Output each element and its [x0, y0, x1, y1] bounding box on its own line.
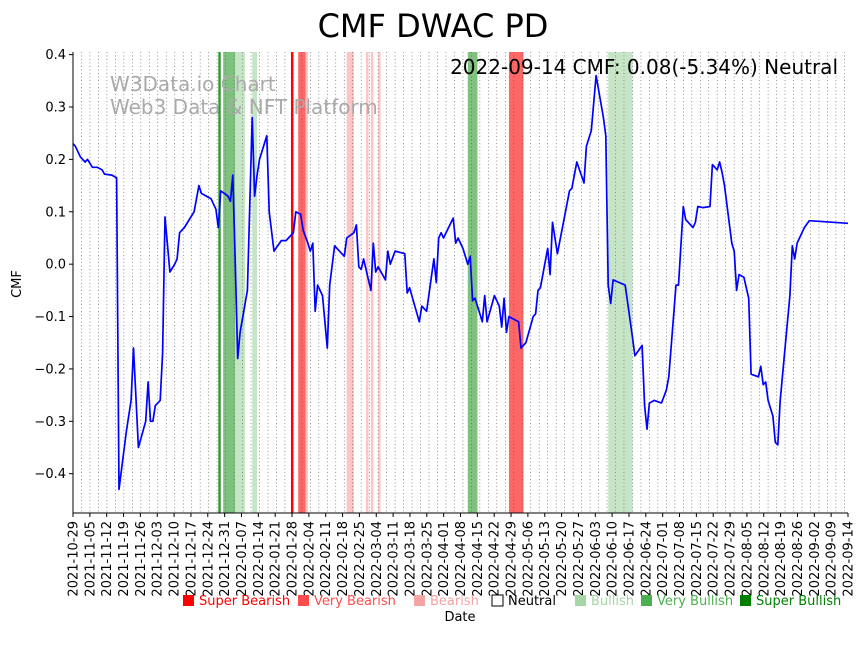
- x-tick-label: 2021-11-26: [134, 521, 149, 597]
- band-bearish: [305, 52, 308, 513]
- x-tick-label: 2021-11-05: [83, 521, 98, 597]
- legend-label-bullish: Bullish: [591, 594, 634, 609]
- axes: [72, 52, 848, 514]
- x-tick-label: 2022-08-19: [774, 521, 789, 597]
- cmf-line: [72, 74, 849, 491]
- y-tick-label: −0.2: [34, 362, 66, 377]
- legend-swatch-bearish: [414, 595, 425, 606]
- signal-bands: [218, 52, 633, 513]
- band-bearish: [366, 52, 369, 513]
- x-tick-label: 2022-07-29: [724, 521, 739, 597]
- x-tick-label: 2022-03-18: [403, 521, 418, 597]
- x-tick-label: 2022-04-01: [437, 521, 452, 597]
- y-tick-label: −0.3: [34, 415, 66, 430]
- x-tick-label: 2021-12-10: [168, 521, 183, 597]
- x-tick-label: 2022-06-24: [639, 521, 654, 597]
- x-tick-label: 2021-12-24: [201, 521, 216, 597]
- x-tick-label: 2022-04-08: [454, 521, 469, 597]
- x-tick-label: 2021-11-12: [100, 521, 115, 597]
- x-ticks: 2021-10-29 2021-11-05 2021-11-12 2021-11-19…: [67, 513, 857, 597]
- x-tick-label: 2022-08-26: [791, 521, 806, 597]
- x-tick-label: 2022-05-27: [572, 521, 587, 597]
- x-tick-label: 2022-07-08: [673, 521, 688, 597]
- x-tick-label: 2022-02-18: [336, 521, 351, 597]
- x-tick-label: 2021-11-19: [117, 521, 132, 597]
- x-tick-label: 2022-05-13: [538, 521, 553, 597]
- x-tick-label: 2022-08-05: [740, 521, 755, 597]
- x-tick-label: 2021-10-29: [67, 521, 82, 597]
- x-tick-label: 2022-07-22: [707, 521, 722, 597]
- x-tick-label: 2022-09-02: [808, 521, 823, 597]
- legend-label-bearish: Bearish: [430, 594, 479, 609]
- legend-label-very-bullish: Very Bullish: [657, 594, 733, 609]
- legend-label-very-bearish: Very Bearish: [314, 594, 396, 609]
- band-super-bullish: [218, 52, 221, 513]
- legend-label-super-bearish: Super Bearish: [199, 594, 290, 609]
- y-tick-label: 0.3: [45, 101, 66, 116]
- x-tick-label: 2022-07-15: [690, 521, 705, 597]
- x-tick-label: 2022-06-03: [589, 521, 604, 597]
- x-tick-label: 2022-02-25: [353, 521, 368, 597]
- x-tick-label: 2022-04-22: [488, 521, 503, 597]
- band-very-bullish: [223, 52, 236, 513]
- y-tick-label: 0.4: [45, 48, 66, 63]
- legend-label-super-bullish: Super Bullish: [756, 594, 841, 609]
- chart-title: CMF DWAC PD: [318, 7, 549, 45]
- x-tick-label: 2022-09-09: [825, 521, 840, 597]
- x-tick-label: 2021-12-31: [218, 521, 233, 597]
- vertical-grid: [72, 52, 845, 513]
- legend-label-neutral: Neutral: [508, 594, 556, 609]
- y-ticks: 0.4 0.3 0.2 0.1 0.0 −0.1 −0.2 −0.3 −0.4: [34, 48, 73, 482]
- x-tick-label: 2021-12-17: [184, 521, 199, 597]
- band-bullish: [235, 52, 245, 513]
- x-tick-label: 2022-04-29: [505, 521, 520, 597]
- y-tick-label: −0.1: [34, 310, 66, 325]
- x-tick-label: 2022-03-04: [370, 521, 385, 597]
- band-bullish: [252, 52, 258, 513]
- cmf-line-layer: [72, 74, 849, 491]
- x-tick-label: 2022-01-21: [269, 521, 284, 597]
- y-axis-label: CMF: [10, 270, 25, 298]
- legend: Super Bearish Very Bearish Bearish Neutral B…: [183, 594, 841, 609]
- latest-value-annotation: 2022-09-14 CMF: 0.08(-5.34%) Neutral: [450, 55, 838, 79]
- x-tick-label: 2022-03-11: [387, 521, 402, 597]
- legend-swatch-neutral: [491, 594, 504, 607]
- x-tick-label: 2022-02-11: [319, 521, 334, 597]
- y-tick-label: −0.4: [34, 467, 66, 482]
- x-tick-label: 2022-04-15: [471, 521, 486, 597]
- x-tick-label: 2022-08-12: [757, 521, 772, 597]
- x-tick-label: 2022-05-20: [555, 521, 570, 597]
- x-tick-label: 2022-01-07: [235, 521, 250, 597]
- band-very-bearish: [508, 52, 524, 513]
- x-tick-label: 2022-01-14: [252, 521, 267, 597]
- band-bearish: [346, 52, 354, 513]
- x-tick-label: 2022-02-04: [302, 521, 317, 597]
- band-very-bullish: [467, 52, 478, 513]
- legend-swatch-super-bearish: [183, 595, 194, 606]
- band-bearish: [378, 52, 381, 513]
- y-tick-label: 0.2: [45, 153, 66, 168]
- y-tick-label: 0.1: [45, 205, 66, 220]
- band-very-bearish: [298, 52, 306, 513]
- watermark-line-1: W3Data.io Chart: [110, 72, 276, 96]
- x-tick-label: 2022-05-06: [521, 521, 536, 597]
- x-tick-label: 2022-01-28: [286, 521, 301, 597]
- legend-swatch-very-bearish: [298, 595, 309, 606]
- x-tick-label: 2021-12-03: [151, 521, 166, 597]
- x-tick-label: 2022-06-17: [622, 521, 637, 597]
- legend-swatch-super-bullish: [740, 595, 751, 606]
- watermark-line-2: Web3 Data & NFT Platform: [110, 95, 378, 119]
- x-tick-label: 2022-07-01: [656, 521, 671, 597]
- legend-swatch-very-bullish: [641, 595, 652, 606]
- x-tick-label: 2022-09-14: [842, 521, 857, 597]
- x-tick-label: 2022-06-10: [606, 521, 621, 597]
- x-axis-label: Date: [444, 610, 475, 625]
- band-super-bearish: [290, 52, 294, 513]
- y-tick-label: 0.0: [45, 258, 66, 273]
- x-tick-label: 2022-03-25: [420, 521, 435, 597]
- legend-swatch-bullish: [575, 595, 586, 606]
